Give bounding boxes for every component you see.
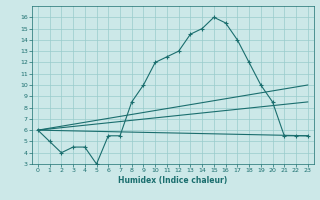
X-axis label: Humidex (Indice chaleur): Humidex (Indice chaleur) [118, 176, 228, 185]
